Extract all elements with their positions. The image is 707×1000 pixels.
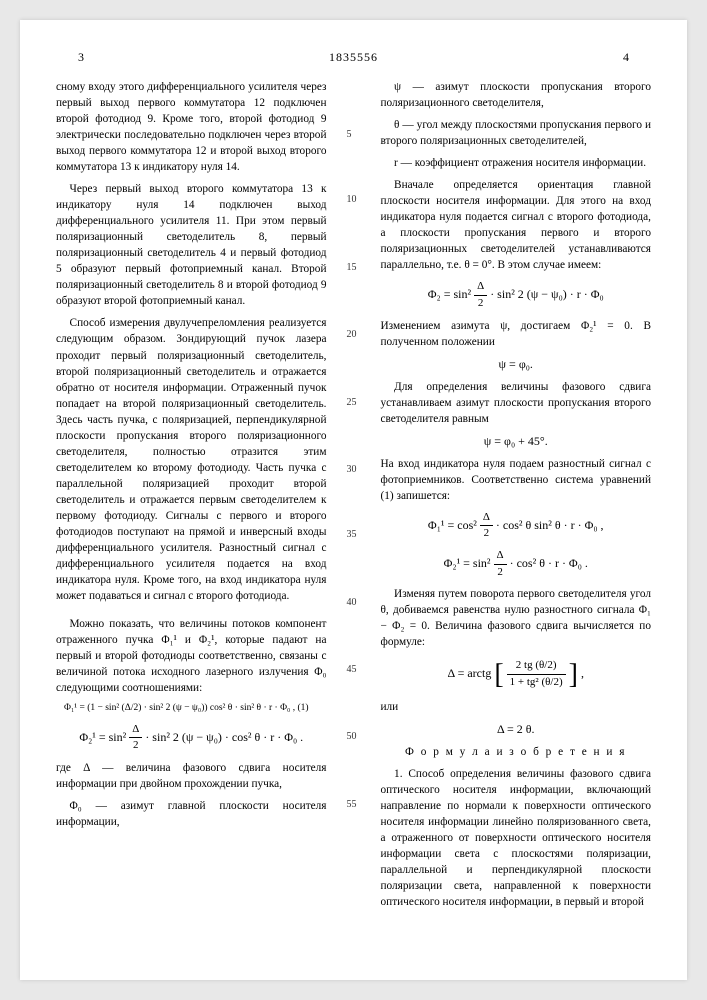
para: ψ — азимут плоскости пропускания второго…: [381, 79, 652, 111]
para: Вначале определяется ориентация главной …: [381, 177, 652, 273]
para: Φ₀ — азимут главной плоскости носителя и…: [56, 798, 327, 830]
line-number-gutter: 5 10 15 20 25 30 35 40 45 50 55: [347, 79, 361, 916]
equation-1: Φ₁¹ = (1 − sin² (Δ/2) · sin² 2 (ψ − ψ₀))…: [56, 702, 327, 715]
equation-2: Φ₂¹ = sin² Δ2 · sin² 2 (ψ − ψ₀) · cos² θ…: [56, 722, 327, 754]
equation-4: ψ = φ₀.: [381, 356, 652, 373]
two-column-body: сному входу этого дифференциального усил…: [56, 79, 651, 916]
para: где Δ — величина фазового сдвига носител…: [56, 760, 327, 792]
right-column: ψ — азимут плоскости пропускания второго…: [381, 79, 652, 916]
page-header: 3 1835556 4: [56, 50, 651, 65]
document-number: 1835556: [96, 50, 611, 65]
left-column: сному входу этого дифференциального усил…: [56, 79, 327, 916]
claims-heading: Ф о р м у л а и з о б р е т е н и я: [381, 744, 652, 760]
equation-9: Δ = 2 θ.: [381, 721, 652, 738]
equation-3: Φ₂ = sin² Δ2 · sin² 2 (ψ − ψ₀) · r · Φ₀: [381, 279, 652, 311]
para: Через первый выход второго коммутатора 1…: [56, 181, 327, 309]
para: сному входу этого дифференциального усил…: [56, 79, 327, 175]
claim-1: 1. Способ определения величины фазового …: [381, 766, 652, 910]
para: Можно показать, что величины потоков ком…: [56, 616, 327, 696]
para: На вход индикатора нуля подаем разностны…: [381, 456, 652, 504]
patent-page: 3 1835556 4 сному входу этого дифференци…: [20, 20, 687, 980]
equation-6: Φ₁¹ = cos² Δ2 · cos² θ sin² θ · r · Φ₀ ,: [381, 510, 652, 542]
equation-8: Δ = arctg [ 2 tg (θ/2) 1 + tg² (θ/2) ] ,: [381, 658, 652, 690]
equation-5: ψ = φ₀ + 45°.: [381, 433, 652, 450]
para: или: [381, 699, 652, 715]
para: θ — угол между плоскостями пропускания п…: [381, 117, 652, 149]
para: Изменяя путем поворота первого светодели…: [381, 586, 652, 650]
para: Для определения величины фазового сдвига…: [381, 379, 652, 427]
equation-7: Φ₂¹ = sin² Δ2 · cos² θ · r · Φ₀ .: [381, 548, 652, 580]
right-col-number: 4: [611, 50, 641, 65]
para: Способ измерения двулучепреломления реал…: [56, 315, 327, 604]
left-col-number: 3: [66, 50, 96, 65]
para: r — коэффициент отражения носителя инфор…: [381, 155, 652, 171]
para: Изменением азимута ψ, достигаем Φ₂¹ = 0.…: [381, 318, 652, 350]
